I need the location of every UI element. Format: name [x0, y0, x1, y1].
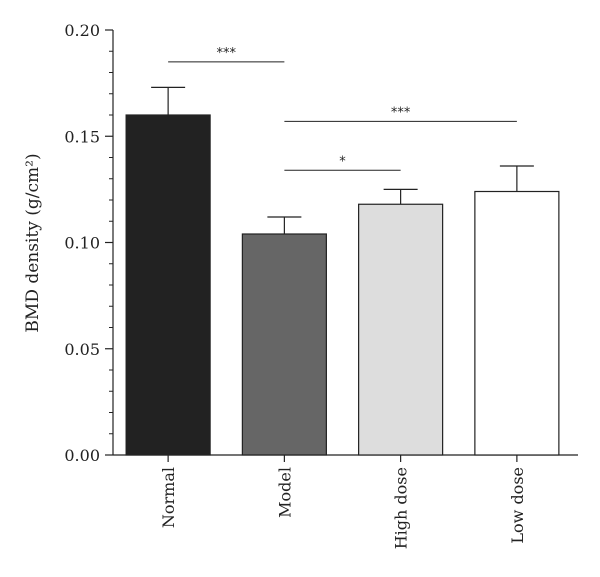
y-axis-label: BMD density (g/cm²) — [23, 153, 43, 332]
x-tick-label: Model — [275, 467, 294, 518]
bar-normal — [125, 114, 211, 456]
y-tick-label: 0.10 — [64, 234, 100, 253]
bar-model — [241, 233, 327, 456]
y-tick-label: 0.20 — [64, 21, 100, 40]
y-tick-label: 0.00 — [64, 446, 100, 465]
y-tick-label: 0.05 — [64, 340, 100, 359]
x-tick-label: High dose — [392, 467, 411, 549]
x-tick-label: Normal — [159, 467, 178, 528]
error-bars — [151, 86, 534, 234]
y-axis: 0.00 0.05 0.10 0.15 0.20 — [64, 21, 114, 465]
bar-high-dose — [358, 203, 444, 456]
significance-label: *** — [391, 105, 411, 120]
bar-low-dose — [474, 190, 560, 456]
x-tick-label: Low dose — [508, 467, 527, 544]
significance-label: *** — [217, 46, 237, 61]
y-tick-label: 0.15 — [64, 127, 100, 146]
significance-markers: ******* — [168, 46, 517, 171]
x-axis: Normal Model High dose Low dose — [113, 454, 578, 549]
bars — [125, 114, 560, 456]
significance-label: * — [339, 154, 346, 169]
